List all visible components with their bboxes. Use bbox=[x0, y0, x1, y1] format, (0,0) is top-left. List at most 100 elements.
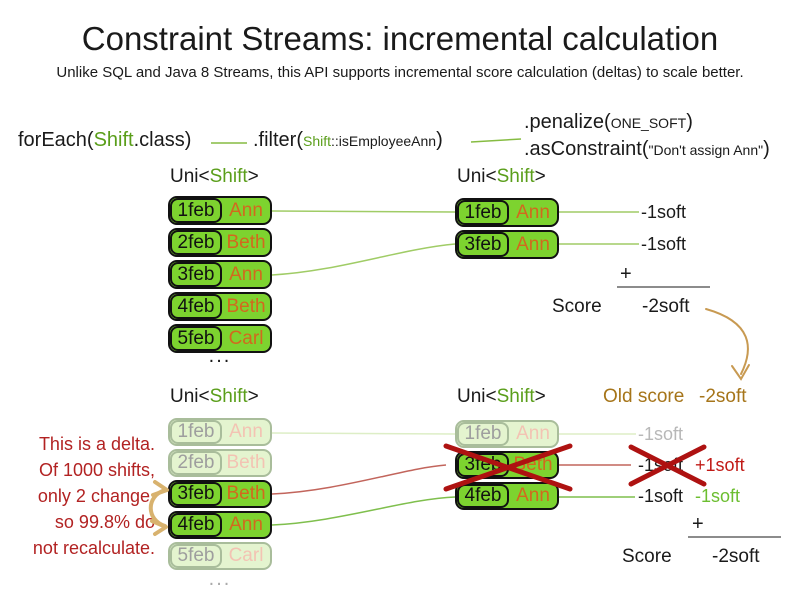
shift-date: 3feb bbox=[457, 232, 509, 257]
page-title: Constraint Streams: incremental calculat… bbox=[81, 20, 719, 57]
type-label-bottom-source: Uni<Shift> bbox=[170, 386, 259, 407]
row-score: -1soft bbox=[641, 234, 687, 254]
shift-date: 4feb bbox=[170, 513, 222, 537]
row-delta-score: +1soft bbox=[695, 454, 745, 475]
row-score: -1soft bbox=[641, 202, 687, 222]
type-label-top-source: Uni<Shift> bbox=[170, 166, 259, 187]
delta-note-line: only 2 change, bbox=[37, 486, 155, 506]
top-filtered-column: 1feb Ann 3feb Ann bbox=[455, 198, 559, 259]
type-label-bottom-filtered: Uni<Shift> bbox=[457, 386, 546, 407]
connector-line bbox=[470, 138, 522, 143]
shift-box: 4feb Ann bbox=[455, 482, 559, 510]
shift-date: 1feb bbox=[170, 198, 222, 223]
score-plus: + bbox=[692, 513, 704, 535]
shift-box: 4feb Ann bbox=[168, 511, 272, 539]
shift-name: Carl bbox=[228, 327, 264, 349]
top-score-list: -1soft -1soft bbox=[641, 198, 686, 259]
shift-name: Ann bbox=[516, 201, 550, 223]
shift-name: Beth bbox=[226, 295, 266, 317]
code-text: .asConstraint( bbox=[524, 138, 649, 160]
row-old-score: -1soft bbox=[638, 485, 684, 506]
code-text: ) bbox=[686, 111, 693, 133]
old-score-label: Old score bbox=[603, 386, 685, 407]
shift-date: 5feb bbox=[170, 544, 222, 568]
row-old-score-crossed: -1soft bbox=[638, 454, 684, 475]
shift-name: Ann bbox=[229, 421, 263, 442]
shift-name: Ann bbox=[516, 233, 550, 255]
more-rows-ellipsis: ... bbox=[208, 568, 232, 590]
score-label: Score bbox=[552, 296, 602, 317]
shift-name: Beth bbox=[513, 454, 553, 475]
shift-date: 1feb bbox=[170, 420, 222, 444]
delta-note-line: so 99.8% do bbox=[54, 512, 155, 532]
code-filter: .filter(Shift::isEmployeeAnn) bbox=[253, 129, 443, 152]
bottom-source-column: 1feb Ann 2feb Beth 3feb Beth 4feb Ann 5feb Carl bbox=[168, 418, 272, 570]
connector-line-faded bbox=[271, 432, 456, 435]
row-delta-score: -1soft bbox=[695, 485, 741, 506]
shift-date: 3feb bbox=[170, 482, 222, 506]
page-subtitle: Unlike SQL and Java 8 Streams, this API … bbox=[56, 64, 744, 81]
score-value: -2soft bbox=[712, 546, 760, 567]
shift-box: 5feb Carl bbox=[168, 542, 272, 570]
shift-date: 2feb bbox=[170, 230, 222, 255]
old-score-arrow-icon bbox=[705, 308, 750, 381]
delta-note-line: Of 1000 shifts, bbox=[38, 460, 155, 480]
shift-box: 1feb Ann bbox=[455, 198, 559, 227]
bottom-score-list: -1soft -1soft +1soft -1soft -1soft bbox=[638, 420, 745, 510]
connector-line bbox=[271, 243, 456, 276]
old-score-value: -2soft bbox=[699, 386, 747, 407]
shift-name: Ann bbox=[229, 263, 263, 285]
connector-line bbox=[271, 210, 456, 213]
code-text: .penalize( bbox=[524, 111, 611, 133]
row-old-score: -1soft bbox=[638, 423, 684, 444]
more-rows-ellipsis: ... bbox=[208, 345, 232, 367]
shift-name: Ann bbox=[516, 485, 550, 506]
shift-box: 1feb Ann bbox=[168, 196, 272, 225]
connector-line-changed bbox=[271, 464, 447, 495]
code-text: ) bbox=[436, 129, 443, 151]
delta-note: This is a delta. Of 1000 shifts, only 2 ch… bbox=[5, 431, 155, 561]
shift-box: 1feb Ann bbox=[455, 420, 559, 448]
delta-note-line: not recalculate. bbox=[32, 538, 155, 558]
code-class: Shift bbox=[303, 133, 332, 149]
code-text: .class) bbox=[133, 129, 192, 151]
shift-date: 2feb bbox=[170, 451, 222, 475]
code-arg: "Don't assign Ann" bbox=[648, 142, 764, 158]
code-class: Shift bbox=[93, 129, 134, 151]
shift-name: Beth bbox=[226, 452, 266, 473]
shift-box: 5feb Carl bbox=[168, 324, 272, 353]
code-penalize: .penalize(ONE_SOFT) bbox=[524, 111, 693, 134]
code-foreach: forEach(Shift.class) bbox=[18, 129, 191, 152]
shift-date: 4feb bbox=[457, 484, 509, 508]
shift-date: 1feb bbox=[457, 200, 509, 225]
shift-name: Ann bbox=[229, 514, 263, 535]
shift-name: Carl bbox=[228, 545, 264, 566]
shift-box: 3feb Beth bbox=[455, 451, 559, 479]
code-text: ::isEmployeeAnn bbox=[331, 133, 437, 149]
shift-box: 3feb Beth bbox=[168, 480, 272, 508]
connector-line-new bbox=[271, 496, 456, 526]
code-text: forEach( bbox=[18, 129, 94, 151]
top-source-column: 1feb Ann 2feb Beth 3feb Ann 4feb Beth 5feb Carl bbox=[168, 196, 272, 353]
shift-box: 4feb Beth bbox=[168, 292, 272, 321]
shift-date: 3feb bbox=[457, 453, 509, 477]
shift-name: Beth bbox=[226, 483, 266, 504]
score-label: Score bbox=[622, 546, 672, 567]
bottom-filtered-column: 1feb Ann 3feb Beth 4feb Ann bbox=[455, 420, 559, 510]
shift-name: Ann bbox=[229, 199, 263, 221]
code-arg: ONE_SOFT bbox=[610, 115, 687, 131]
shift-box: 3feb Ann bbox=[168, 260, 272, 289]
score-plus: + bbox=[620, 263, 632, 285]
code-asconstraint: .asConstraint("Don't assign Ann") bbox=[524, 138, 770, 161]
shift-date: 3feb bbox=[170, 262, 222, 287]
shift-date: 5feb bbox=[170, 326, 222, 351]
code-text: ) bbox=[763, 138, 770, 160]
type-label-top-filtered: Uni<Shift> bbox=[457, 166, 546, 187]
score-value: -2soft bbox=[642, 296, 690, 317]
shift-date: 4feb bbox=[170, 294, 222, 319]
shift-box: 1feb Ann bbox=[168, 418, 272, 446]
shift-name: Ann bbox=[516, 423, 550, 444]
delta-note-line: This is a delta. bbox=[38, 434, 155, 454]
shift-box: 2feb Beth bbox=[168, 449, 272, 477]
